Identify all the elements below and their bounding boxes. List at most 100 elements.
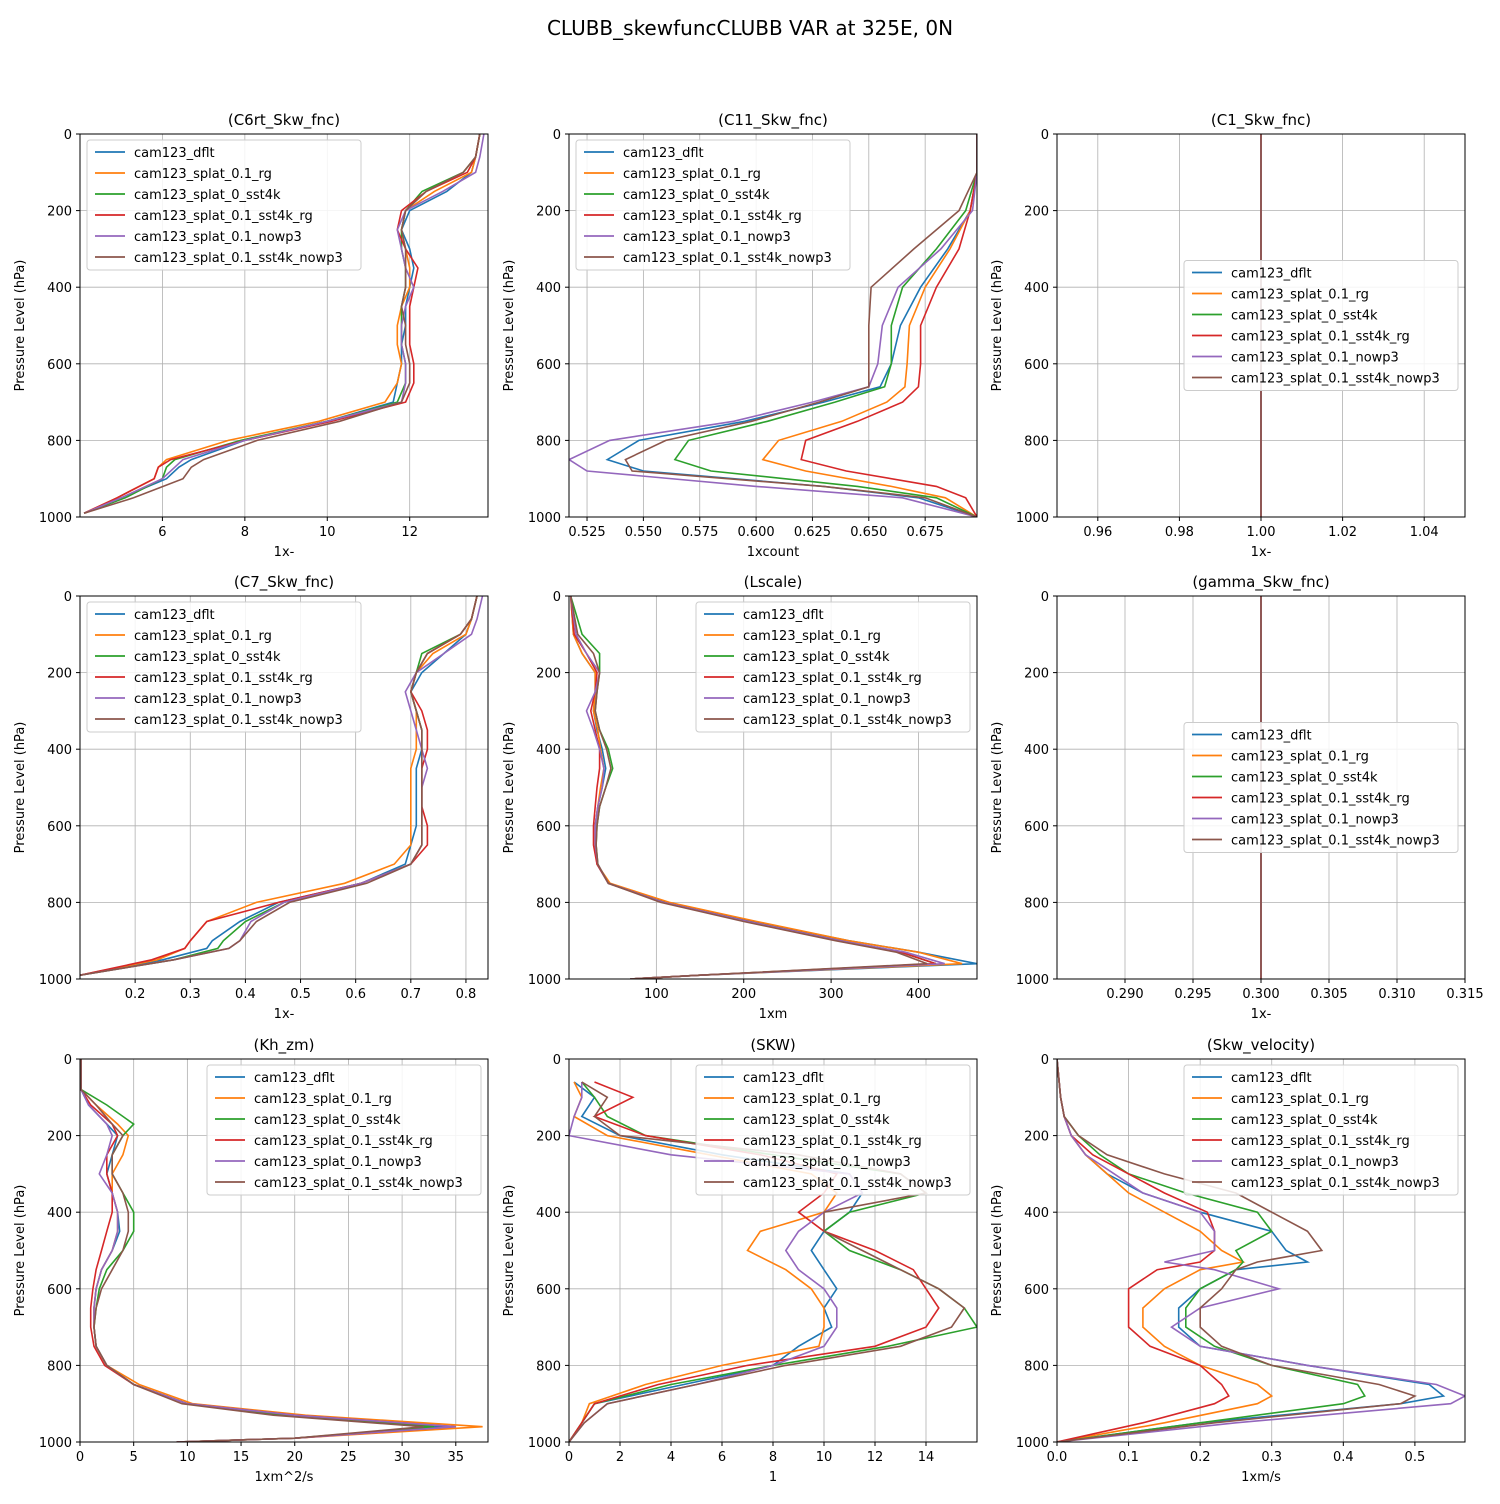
legend-entry: cam123_splat_0.1_rg [743,1092,881,1107]
series-line-cam123_splat_0.1_rg [569,1081,838,1442]
subplot-3: 0.96 0.98 1.00 1.02 1.04 0 200 400 600 800 1000 (C1… [990,111,1466,560]
y-axis-label: Pressure Level (hPa) [502,722,517,854]
y-tick-label: 200 [536,1130,561,1145]
x-tick-label: 300 [819,987,844,1002]
y-tick-label: 200 [1024,667,1049,682]
series-line-cam123_splat_0.1_sst4k_rg [83,134,481,514]
legend-entry: cam123_splat_0.1_nowp3 [623,230,791,245]
subplot-8: 0 2 4 6 8 10 12 14 0 200 400 600 800 1000 (SKW) 1 Pressu… [502,1036,978,1485]
axes-frame [79,1058,489,1443]
legend-entry: cam123_splat_0.1_nowp3 [1231,813,1399,828]
subplot-title: (gamma_Skw_fnc) [1192,573,1329,592]
legend-entry: cam123_splat_0.1_sst4k_nowp3 [623,251,832,266]
y-tick-label: 600 [536,1283,561,1298]
legend: cam123_dflt cam123_splat_0.1_rg cam123_spl… [86,139,362,271]
x-tick-label: 20 [286,1450,303,1465]
legend-entry: cam123_splat_0.1_sst4k_rg [134,671,313,686]
y-tick-label: 400 [47,1206,72,1221]
legend-entry: cam123_splat_0.1_nowp3 [743,692,911,707]
x-tick-label: 4 [667,1450,675,1465]
series-line-cam123_splat_0.1_sst4k_rg [569,1081,940,1442]
x-tick-label: 0.310 [1378,987,1415,1002]
legend-entry: cam123_dflt [1231,267,1312,282]
x-tick-label: 30 [394,1450,411,1465]
series-line-cam123_splat_0.1_nowp3 [569,134,977,517]
x-tick-label: 0.675 [907,525,944,540]
series-line-cam123_splat_0.1_sst4k_rg [800,134,977,517]
y-tick-label: 1000 [1016,511,1049,526]
y-tick-label: 0 [64,590,72,605]
x-axis-label: 1x- [1251,1007,1272,1022]
x-tick-label: 0.5 [290,987,311,1002]
series-line-cam123_dflt [569,1081,864,1442]
x-tick-label: 0.2 [1190,1450,1211,1465]
legend-entry: cam123_dflt [743,1071,824,1086]
x-tick-label: 35 [448,1450,465,1465]
x-tick-label: 0.625 [794,525,831,540]
legend-box [575,139,851,271]
y-tick-label: 800 [536,1359,561,1374]
legend-entry: cam123_dflt [1231,1071,1312,1086]
y-tick-label: 0 [553,128,561,143]
legend-entry: cam123_splat_0.1_sst4k_rg [743,1134,922,1149]
legend-entry: cam123_dflt [254,1071,335,1086]
x-tick-label: 0.5 [1405,1450,1426,1465]
y-tick-label: 200 [1024,205,1049,220]
legend-entry: cam123_splat_0_sst4k [743,650,890,665]
legend-entry: cam123_dflt [743,608,824,623]
legend-entry: cam123_splat_0_sst4k [1231,1113,1378,1128]
y-tick-label: 1000 [528,973,561,988]
legend-entry: cam123_splat_0.1_rg [623,167,761,182]
y-tick-label: 600 [47,820,72,835]
legend-entry: cam123_splat_0.1_rg [1231,1092,1369,1107]
y-tick-label: 1000 [1016,1436,1049,1451]
y-tick-label: 400 [1024,1206,1049,1221]
y-axis-label: Pressure Level (hPa) [13,260,28,392]
y-tick-label: 400 [536,281,561,296]
y-tick-label: 200 [536,667,561,682]
x-tick-label: 0.8 [456,987,477,1002]
x-tick-label: 2 [616,1450,624,1465]
y-tick-label: 400 [47,743,72,758]
legend-entry: cam123_splat_0.1_rg [1231,288,1369,303]
subplot-title: (C6rt_Skw_fnc) [228,111,340,130]
y-tick-label: 1000 [528,1436,561,1451]
x-tick-label: 0.575 [681,525,718,540]
axes-frame [568,133,978,518]
legend-entry: cam123_splat_0_sst4k [1231,309,1378,324]
x-tick-label: 6 [158,525,166,540]
x-tick-label: 0.6 [345,987,366,1002]
x-tick-label: 100 [644,987,669,1002]
series-line-cam123_splat_0.1_rg [761,134,977,517]
legend-entry: cam123_splat_0.1_sst4k_nowp3 [743,713,952,728]
x-tick-label: 400 [906,987,931,1002]
y-tick-label: 600 [1024,820,1049,835]
subplot-9: 0.0 0.1 0.2 0.3 0.4 0.5 0 200 400 600 800 1000 (Skw_… [990,1036,1466,1485]
x-tick-label: 0 [76,1450,84,1465]
legend-entry: cam123_splat_0_sst4k [134,188,281,203]
legend-entry: cam123_splat_0.1_sst4k_rg [623,209,802,224]
series-line-cam123_splat_0.1_sst4k_rg [1057,1059,1230,1442]
x-tick-label: 6 [718,1450,726,1465]
x-tick-label: 0.525 [568,525,605,540]
y-tick-label: 800 [1024,1359,1049,1374]
series-line-cam123_splat_0_sst4k [1057,1059,1367,1442]
legend: cam123_dflt cam123_splat_0.1_rg cam123_spl… [575,139,851,271]
y-tick-label: 0 [553,590,561,605]
y-axis-label: Pressure Level (hPa) [13,1185,28,1317]
legend-entry: cam123_splat_0.1_nowp3 [134,230,302,245]
series-line-cam123_splat_0.1_rg [83,134,481,514]
legend-entry: cam123_splat_0.1_sst4k_rg [1231,330,1410,345]
x-tick-label: 0.290 [1106,987,1143,1002]
subplot-1: 6 8 10 12 0 200 400 600 800 1000 (C6rt_Skw_fnc) 1x-… [13,111,489,560]
legend-box [1183,1064,1459,1196]
subplot-title: (SKW) [750,1036,795,1054]
x-tick-label: 0.96 [1083,525,1112,540]
legend-entry: cam123_splat_0.1_sst4k_rg [134,209,313,224]
legend-entry: cam123_splat_0.1_rg [743,629,881,644]
y-tick-label: 600 [536,820,561,835]
legend: cam123_dflt cam123_splat_0.1_rg cam123_spl… [206,1064,482,1196]
y-tick-label: 200 [536,205,561,220]
